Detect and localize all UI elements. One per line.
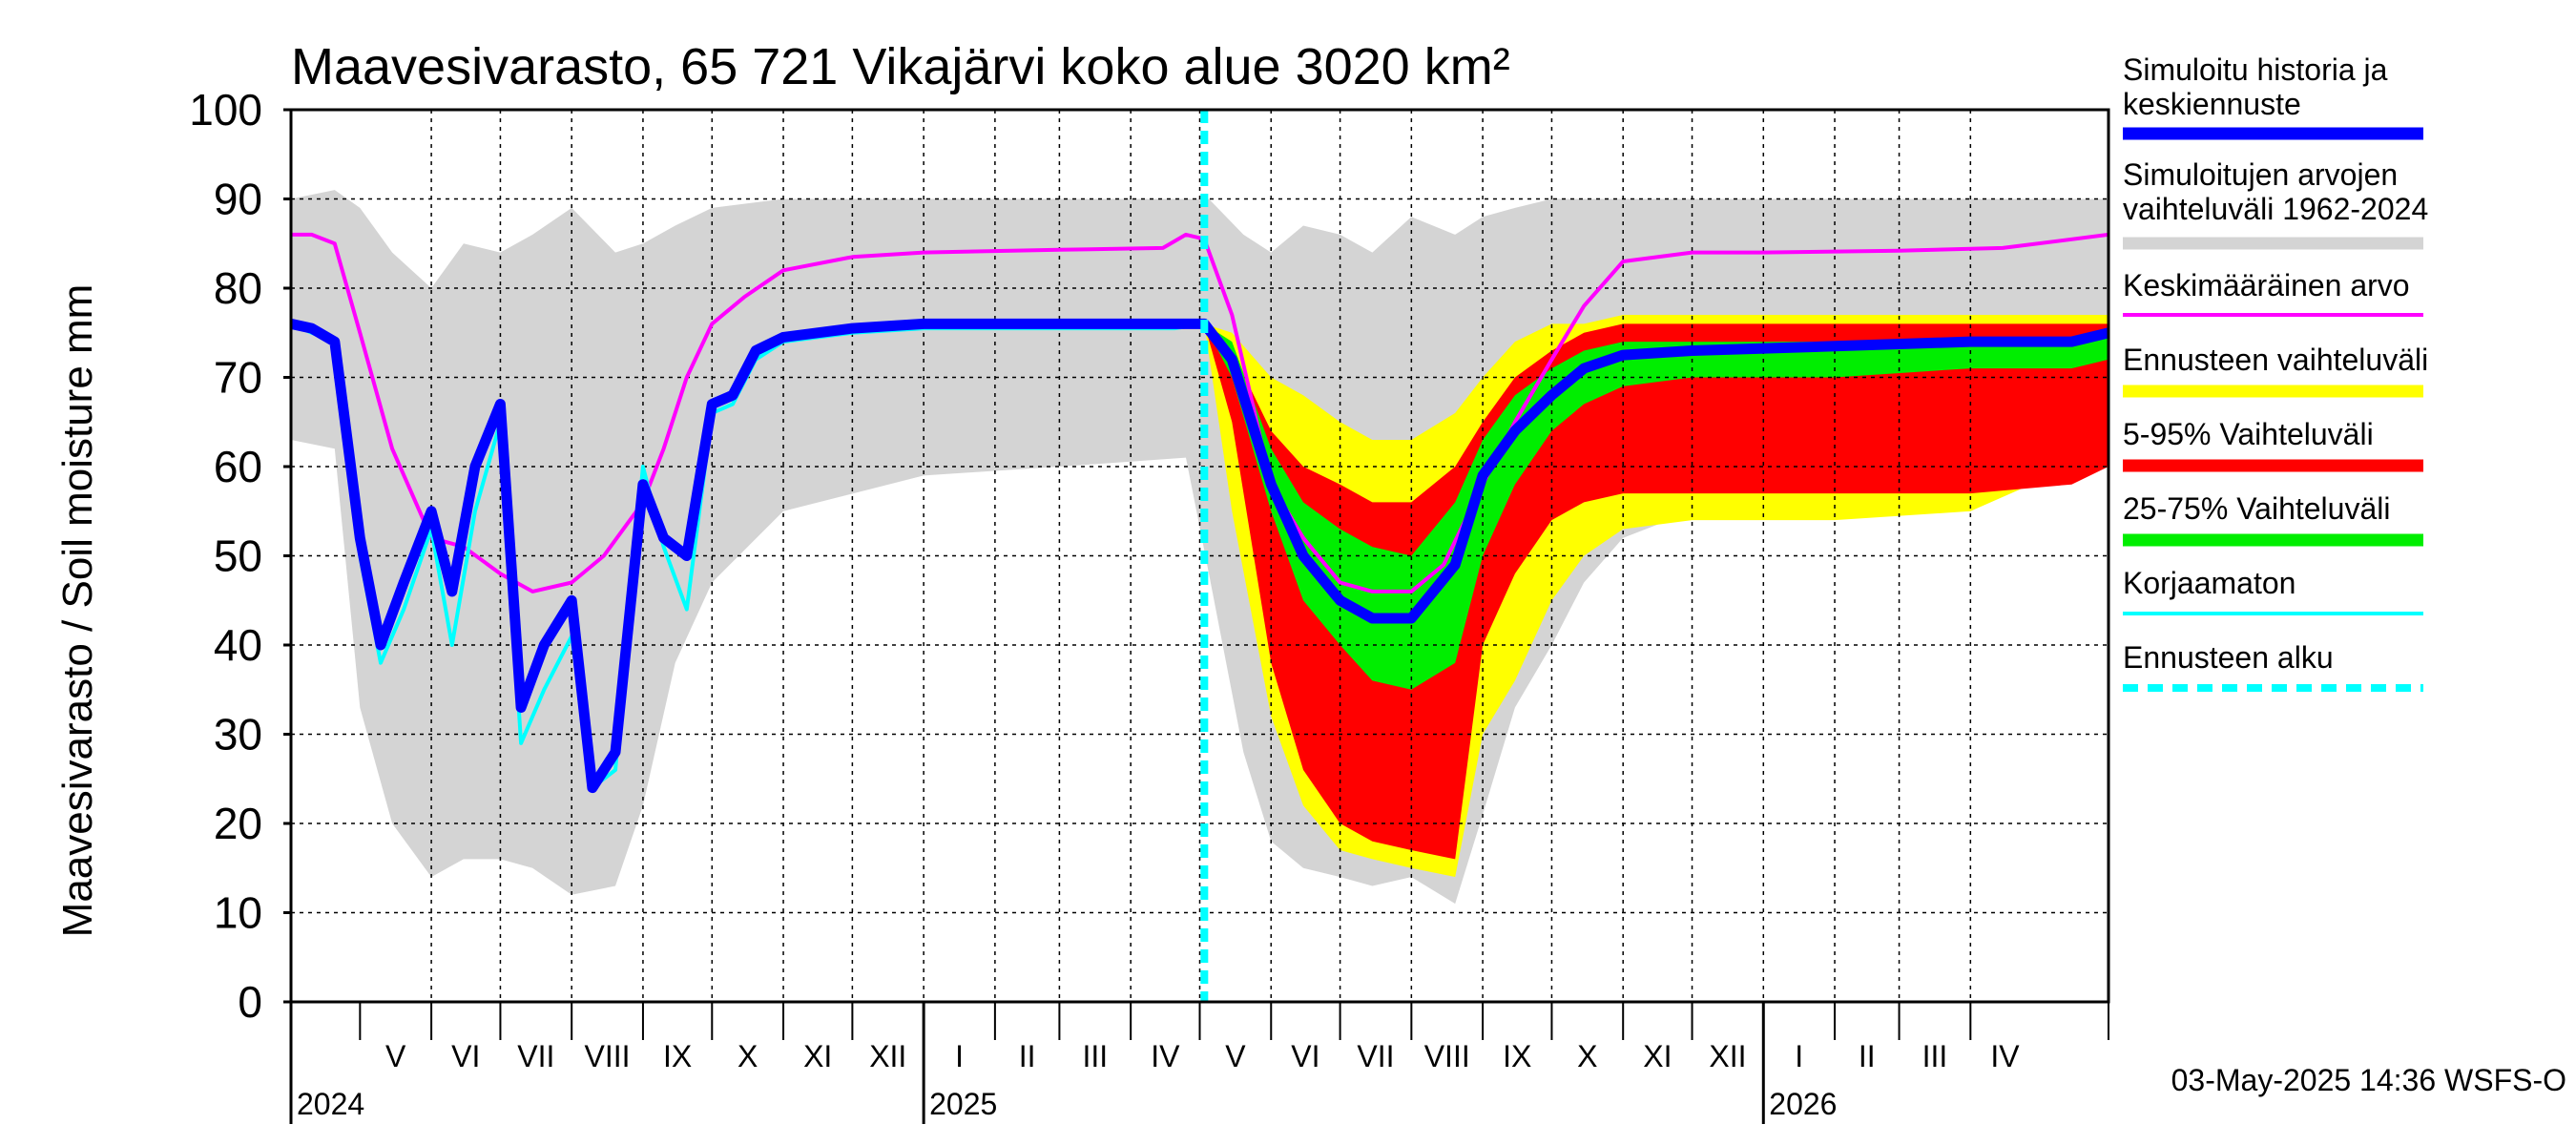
x-month-label: VIII bbox=[1424, 1039, 1470, 1073]
series-keskim-r-inen-arvo bbox=[291, 232, 2109, 593]
x-month-label: X bbox=[737, 1039, 758, 1073]
legend-label: Keskimääräinen arvo bbox=[2123, 268, 2410, 302]
x-month-label: IV bbox=[1990, 1039, 2020, 1073]
legend-label: 5-95% Vaihteluväli bbox=[2123, 417, 2374, 451]
y-tick-label: 40 bbox=[214, 620, 262, 670]
y-tick-label: 10 bbox=[214, 888, 262, 938]
x-month-label: I bbox=[955, 1039, 964, 1073]
legend-label: Ennusteen alku bbox=[2123, 640, 2334, 675]
y-tick-label: 80 bbox=[214, 263, 262, 313]
legend-label: keskiennuste bbox=[2123, 87, 2301, 121]
y-tick-label: 100 bbox=[189, 85, 262, 135]
y-tick-label: 0 bbox=[238, 977, 262, 1027]
x-month-label: XI bbox=[803, 1039, 832, 1073]
series-simuloitu-historia-ja-keskiennuste bbox=[291, 318, 2109, 794]
y-tick-label: 20 bbox=[214, 799, 262, 848]
x-month-label: VI bbox=[1291, 1039, 1319, 1073]
y-tick-label: 90 bbox=[214, 175, 262, 224]
series-layer bbox=[291, 232, 2109, 794]
x-month-label: IX bbox=[663, 1039, 692, 1073]
x-year-label: 2025 bbox=[929, 1087, 997, 1121]
x-month-label: XII bbox=[869, 1039, 906, 1073]
x-month-label: II bbox=[1859, 1039, 1876, 1073]
legend-label: 25-75% Vaihteluväli bbox=[2123, 491, 2390, 526]
chart-title: Maavesivarasto, 65 721 Vikajärvi koko al… bbox=[291, 38, 1510, 95]
legend-label: Ennusteen vaihteluväli bbox=[2123, 343, 2428, 377]
x-month-label: III bbox=[1922, 1039, 1948, 1073]
x-month-label: V bbox=[1225, 1039, 1246, 1073]
y-tick-label: 60 bbox=[214, 442, 262, 491]
legend-label: Korjaamaton bbox=[2123, 566, 2296, 600]
x-month-label: V bbox=[385, 1039, 406, 1073]
x-month-label: VII bbox=[517, 1039, 554, 1073]
x-year-label: 2026 bbox=[1769, 1087, 1837, 1121]
x-month-label: III bbox=[1082, 1039, 1108, 1073]
y-tick-label: 50 bbox=[214, 531, 262, 581]
y-tick-label: 70 bbox=[214, 353, 262, 403]
x-month-label: VI bbox=[451, 1039, 480, 1073]
footer-timestamp: 03-May-2025 14:36 WSFS-O bbox=[2171, 1063, 2566, 1097]
y-axis-label: Maavesivarasto / Soil moisture mm bbox=[54, 284, 101, 938]
x-month-label: I bbox=[1795, 1039, 1803, 1073]
band-5-95-vaihteluv-li bbox=[1204, 323, 2109, 860]
x-month-label: II bbox=[1019, 1039, 1036, 1073]
x-month-label: X bbox=[1577, 1039, 1597, 1073]
y-tick-label: 30 bbox=[214, 710, 262, 760]
x-year-label: 2024 bbox=[297, 1087, 364, 1121]
x-month-label: IX bbox=[1503, 1039, 1531, 1073]
legend-label: Simuloitu historia ja bbox=[2123, 52, 2388, 87]
x-month-label: IV bbox=[1151, 1039, 1180, 1073]
x-month-label: XII bbox=[1709, 1039, 1746, 1073]
x-month-label: XI bbox=[1643, 1039, 1672, 1073]
x-month-label: VII bbox=[1357, 1039, 1394, 1073]
legend-label: vaihteluväli 1962-2024 bbox=[2123, 192, 2428, 226]
legend-label: Simuloitujen arvojen bbox=[2123, 157, 2398, 192]
x-month-label: VIII bbox=[585, 1039, 631, 1073]
